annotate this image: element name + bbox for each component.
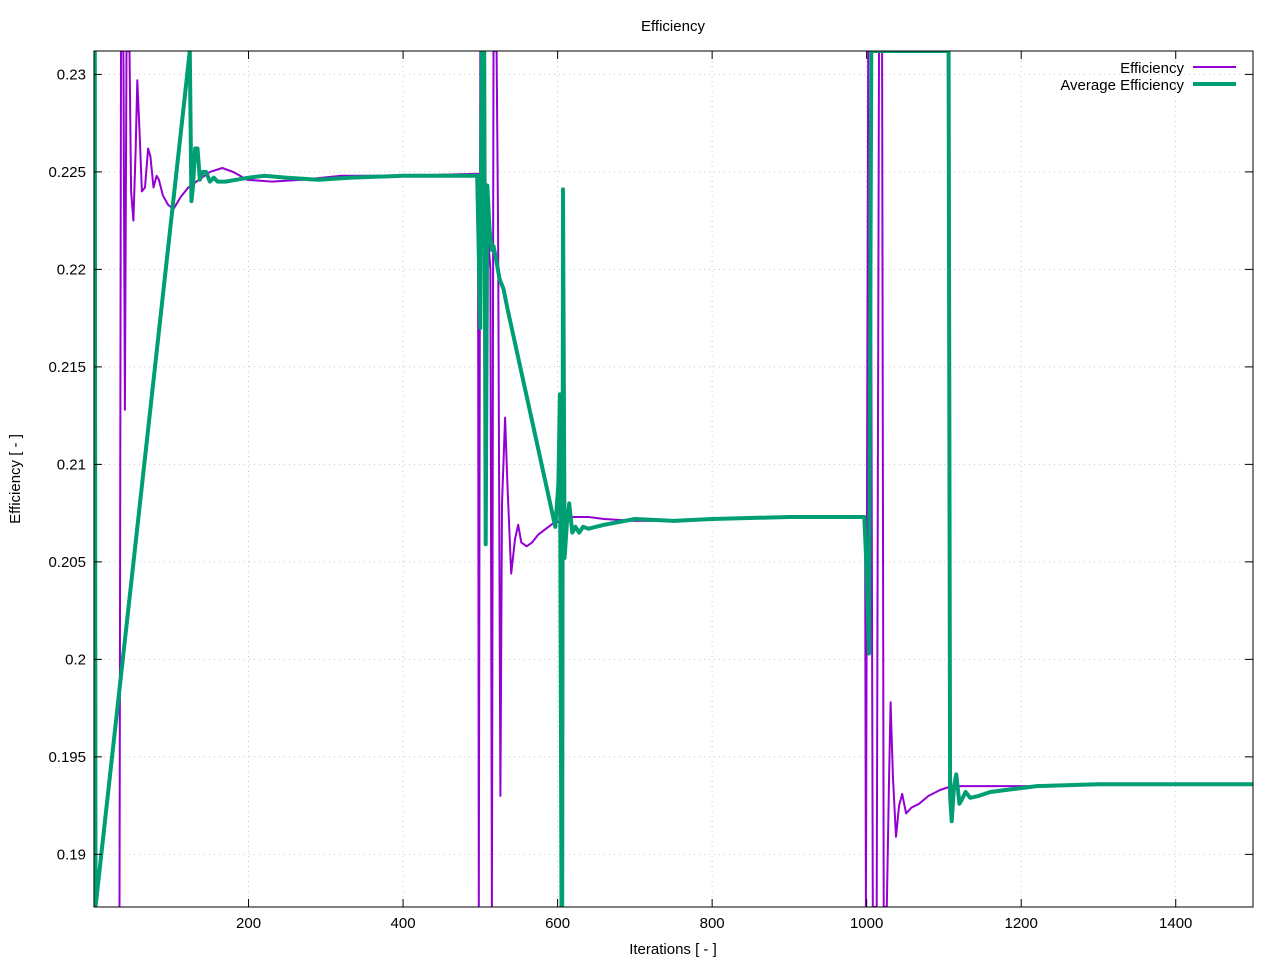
y-tick-label: 0.205	[48, 554, 86, 571]
x-tick-label: 1400	[1159, 915, 1192, 932]
legend-label-average-efficiency: Average Efficiency	[1060, 77, 1184, 94]
plot-frame	[93, 50, 1254, 908]
x-tick-label: 200	[236, 915, 261, 932]
x-tick-label: 400	[391, 915, 416, 932]
y-tick-label: 0.19	[57, 846, 86, 863]
y-tick-label: 0.2	[65, 651, 86, 668]
series-lines	[94, 51, 1253, 907]
series-line-average-efficiency	[94, 51, 1253, 907]
y-tick-label: 0.21	[57, 456, 86, 473]
y-axis-label: Efficiency [ - ]	[7, 434, 24, 524]
x-tick-label: 1000	[850, 915, 883, 932]
y-tick-label: 0.225	[48, 164, 86, 181]
y-tick-label: 0.22	[57, 261, 86, 278]
grid-lines	[94, 51, 1253, 907]
axis-ticks: 200 400 600 800 1000 1200 1400 0.19 0.195 0.2 0.20…	[48, 51, 1253, 932]
series-line-efficiency	[118, 51, 1253, 907]
legend-label-efficiency: Efficiency	[1120, 60, 1184, 77]
y-tick-label: 0.195	[48, 749, 86, 766]
y-tick-label: 0.23	[57, 66, 86, 83]
x-axis-label: Iterations [ - ]	[629, 941, 717, 958]
x-tick-label: 1200	[1005, 915, 1038, 932]
x-tick-label: 600	[545, 915, 570, 932]
chart-title: Efficiency	[641, 18, 705, 35]
legend: Efficiency Average Efficiency	[1060, 60, 1236, 94]
y-tick-label: 0.215	[48, 359, 86, 376]
x-tick-label: 800	[700, 915, 725, 932]
